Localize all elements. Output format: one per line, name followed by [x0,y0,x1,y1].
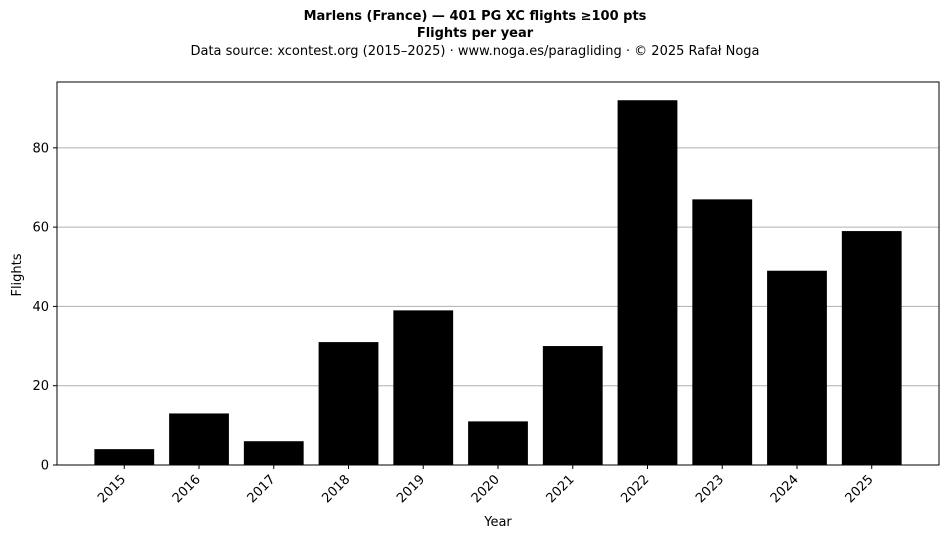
bars [94,100,902,465]
bar-2020 [468,421,528,465]
bar-2015 [94,449,155,465]
y-axis-label: Flights [10,253,25,296]
x-tick-label: 2025 [843,472,877,506]
chart-subtitle: Flights per year [416,26,534,41]
x-tick-label: 2023 [693,472,727,506]
bar-2023 [692,199,753,465]
chart-title: Marlens (France) — 401 PG XC flights ≥10… [303,9,647,24]
bar-2022 [617,100,678,465]
bar-2025 [841,231,902,465]
x-tick-label: 2021 [544,472,578,506]
x-axis-ticks: 2015 2016 2017 2018 2019 2020 2021 2022 2023 2024… [95,465,877,506]
bar-2017 [243,441,304,465]
bar-2024 [767,270,827,465]
x-tick-label: 2022 [618,472,652,506]
chart-titles: Marlens (France) — 401 PG XC flights ≥10… [0,8,950,61]
x-tick-label: 2020 [469,472,503,506]
x-tick-label: 2018 [319,472,353,506]
x-tick-label: 2024 [768,472,802,506]
bar-2019 [393,310,454,465]
y-tick-label: 60 [32,221,49,236]
x-tick-label: 2016 [170,472,204,506]
x-tick-label: 2017 [245,472,279,506]
data-source-note: Data source: xcontest.org (2015–2025) · … [190,44,760,59]
y-tick-label: 0 [41,459,49,474]
y-tick-label: 40 [32,300,49,315]
bar-2018 [318,342,379,465]
y-axis-ticks: 0 20 40 60 80 [32,141,57,474]
x-tick-label: 2015 [95,472,129,506]
y-tick-label: 80 [32,141,49,156]
x-tick-label: 2019 [394,472,428,506]
bar-2021 [542,346,603,465]
x-axis-label: Year [483,515,512,530]
bar-2016 [169,413,229,465]
y-tick-label: 20 [32,379,49,394]
